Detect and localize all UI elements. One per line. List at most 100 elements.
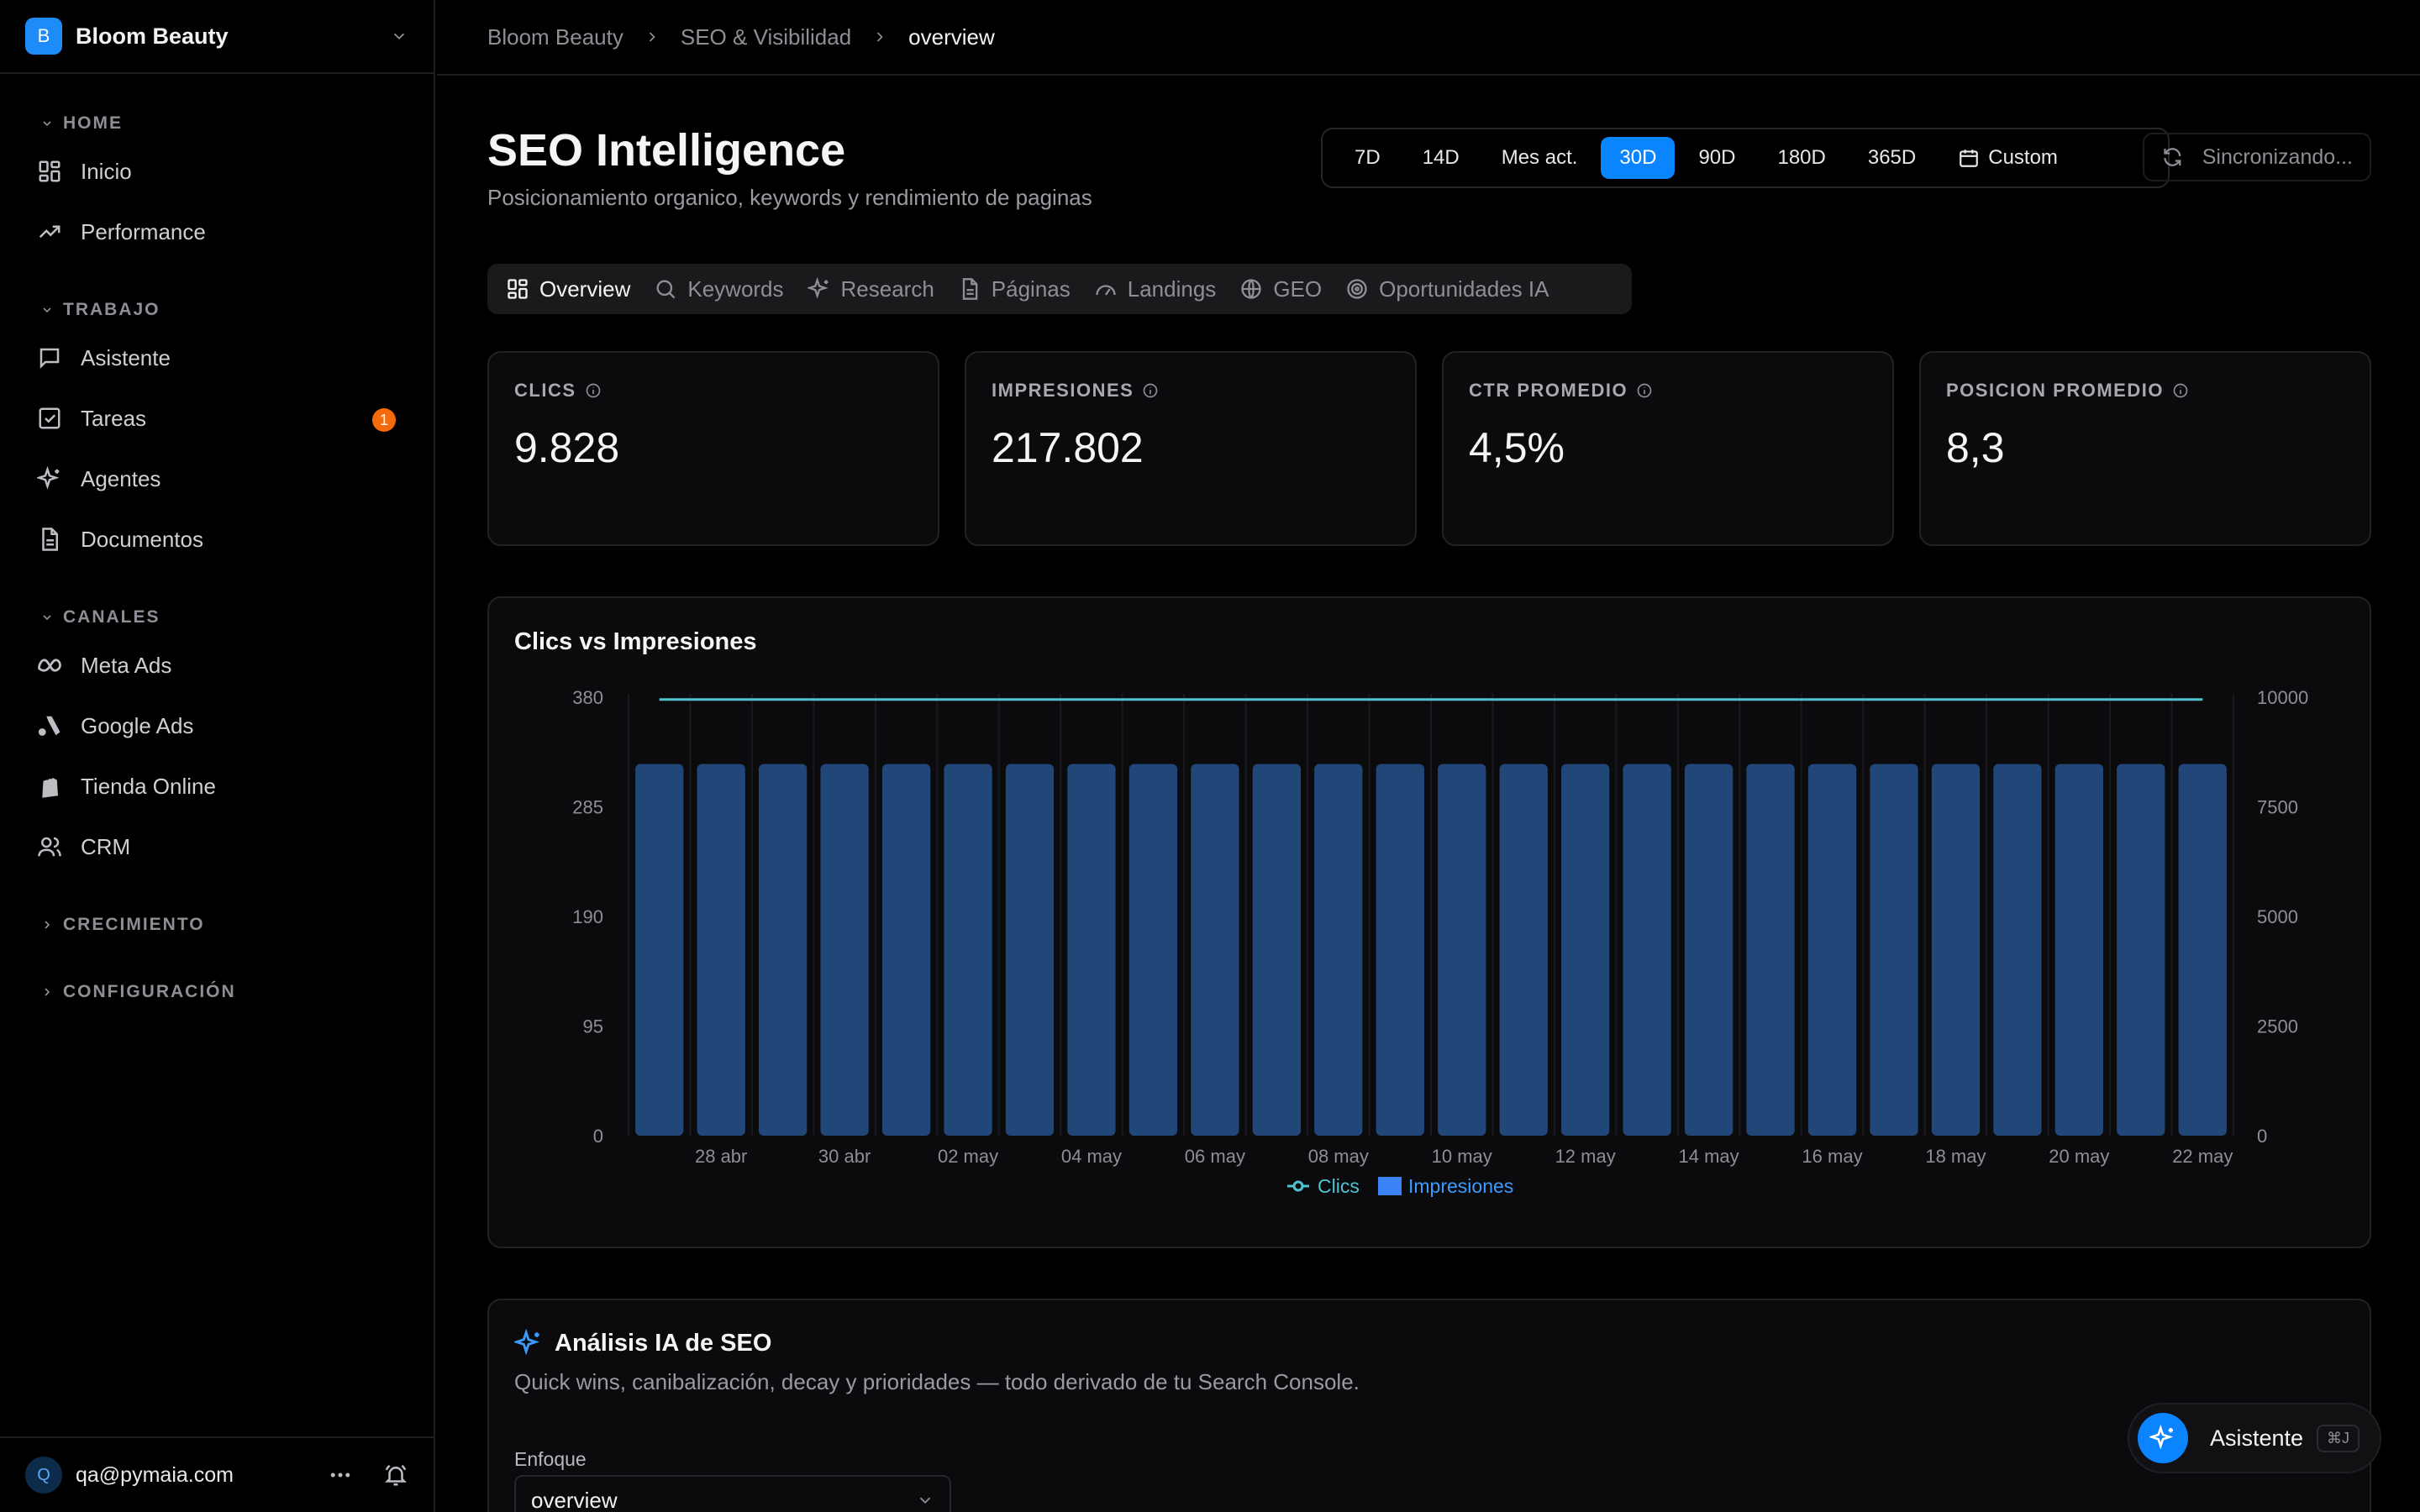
section-label: CRECIMIENTO — [63, 915, 205, 934]
clicks-impressions-chart: 0 95 190 285 380 0 2500 5000 7500 10000 28 abr 30 a… — [572, 687, 2308, 1197]
sidebar-item-label: Google Ads — [81, 712, 194, 738]
chevron-down-icon — [43, 121, 51, 127]
impresiones-bar — [697, 764, 745, 1136]
impresiones-bar — [1252, 764, 1301, 1136]
range-90d-button[interactable]: 90D — [1698, 146, 1736, 169]
legend-clics-label: Clics — [1318, 1175, 1360, 1197]
x-tick-label: 18 may — [1925, 1146, 1986, 1167]
impresiones-bar — [1931, 764, 1981, 1136]
kpi-value: 217.802 — [992, 424, 1144, 471]
range-30d-button[interactable]: 30D — [1601, 137, 1676, 179]
breadcrumb-item[interactable]: SEO & Visibilidad — [680, 24, 852, 50]
focus-select[interactable]: overview — [514, 1475, 951, 1512]
range-14d-button[interactable]: 14D — [1422, 146, 1460, 169]
sidebar-item-crm[interactable]: CRM — [0, 816, 434, 877]
tab-keywords[interactable]: Keywords — [644, 269, 793, 309]
bell-icon[interactable] — [383, 1462, 408, 1488]
workspace-logo: B — [25, 18, 62, 55]
user-email[interactable]: qa@pymaia.com — [76, 1462, 234, 1487]
refresh-icon — [2164, 148, 2181, 166]
info-icon[interactable] — [1142, 382, 1159, 399]
kpi-value: 8,3 — [1946, 424, 2005, 471]
tab-overview[interactable]: Overview — [496, 269, 640, 309]
sidebar-item-documentos[interactable]: Documentos — [0, 509, 434, 570]
range-custom-button[interactable]: Custom — [1939, 137, 2076, 179]
section-label: HOME — [63, 113, 123, 133]
y-right-tick-label: 5000 — [2257, 906, 2298, 927]
y-left-tick-label: 380 — [572, 687, 603, 708]
tab-research[interactable]: Research — [797, 269, 944, 309]
info-icon[interactable] — [1636, 382, 1653, 399]
impresiones-bar — [944, 764, 992, 1136]
ai-seo-analysis-card: Análisis IA de SEO Quick wins, canibaliz… — [487, 1299, 2371, 1512]
sidebar-item-google-ads[interactable]: Google Ads — [0, 696, 434, 756]
kpi-label: IMPRESIONES — [992, 380, 1134, 401]
sync-button[interactable]: Sincronizando... — [2143, 133, 2371, 181]
sidebar-item-tareas[interactable]: Tareas 1 — [0, 388, 434, 449]
kpi-value: 4,5% — [1469, 424, 1565, 471]
section-label: CONFIGURACIÓN — [63, 982, 236, 1001]
impresiones-bar — [820, 764, 869, 1136]
legend-impresiones-swatch — [1378, 1177, 1402, 1195]
range-7d-button[interactable]: 7D — [1355, 146, 1381, 169]
range-365d-button[interactable]: 365D — [1867, 146, 1917, 169]
impresiones-bar — [1067, 764, 1116, 1136]
tab-landings[interactable]: Landings — [1084, 269, 1227, 309]
section-canales[interactable]: CANALES — [0, 600, 434, 635]
avatar[interactable]: Q — [25, 1457, 62, 1494]
section-home[interactable]: HOME — [0, 106, 434, 141]
sidebar-item-performance[interactable]: Performance — [0, 202, 434, 262]
x-tick-label: 30 abr — [818, 1146, 871, 1167]
impresiones-bar — [881, 764, 931, 1136]
workspace-name: Bloom Beauty — [76, 23, 229, 49]
impresiones-bar — [635, 764, 684, 1136]
sidebar-item-tienda-online[interactable]: Tienda Online — [0, 756, 434, 816]
sidebar-item-meta-ads[interactable]: Meta Ads — [0, 635, 434, 696]
kpi-card-impresiones: IMPRESIONES 217.802 — [965, 351, 1417, 546]
sidebar-item-agentes[interactable]: Agentes — [0, 449, 434, 509]
tab-label: GEO — [1273, 276, 1323, 302]
search-icon — [656, 280, 676, 299]
kpi-card-clics: CLICS 9.828 — [487, 351, 939, 546]
range-month-button[interactable]: Mes act. — [1501, 146, 1578, 169]
chat-icon — [39, 348, 60, 370]
more-icon[interactable] — [328, 1462, 353, 1488]
section-crecimiento[interactable]: CRECIMIENTO — [0, 907, 434, 942]
info-icon[interactable] — [585, 382, 602, 399]
chevron-right-icon — [649, 32, 655, 42]
tab-label: Overview — [539, 276, 631, 302]
impresiones-bar — [1993, 764, 2042, 1136]
sidebar-item-asistente[interactable]: Asistente — [0, 328, 434, 388]
workspace-switcher[interactable]: B Bloom Beauty — [0, 0, 434, 74]
trend-icon — [39, 225, 60, 239]
impresiones-bar — [759, 764, 808, 1136]
kpi-row: CLICS 9.828 IMPRESIONES 217.802 CTR PROM… — [487, 351, 2371, 546]
kpi-label: CLICS — [514, 380, 576, 401]
tab-geo[interactable]: GEO — [1229, 269, 1332, 309]
range-180d-button[interactable]: 180D — [1777, 146, 1826, 169]
page-title: SEO Intelligence — [487, 125, 846, 176]
info-icon[interactable] — [2172, 382, 2189, 399]
date-range-selector: 7D 14D Mes act. 30D 90D 180D 365D Custom — [1321, 128, 2170, 188]
breadcrumb-item[interactable]: Bloom Beauty — [487, 24, 623, 50]
sidebar-item-inicio[interactable]: Inicio — [0, 141, 434, 202]
breadcrumb: Bloom Beauty SEO & Visibilidad overview — [437, 0, 2420, 76]
clicks-impressions-chart-card: Clics vs Impresiones 0 95 190 285 380 0 2500 50… — [487, 596, 2371, 1248]
sparkles-icon — [514, 1329, 539, 1356]
section-trabajo[interactable]: TRABAJO — [0, 292, 434, 328]
impresiones-bar — [2178, 764, 2227, 1136]
chevron-down-icon — [393, 33, 405, 40]
tab-oportunidades-ia[interactable]: Oportunidades IA — [1335, 269, 1559, 309]
sidebar-item-label: Meta Ads — [81, 652, 172, 678]
assistant-fab[interactable]: Asistente ⌘J — [2128, 1403, 2381, 1473]
legend-clics-marker — [1292, 1180, 1304, 1192]
chevron-right-icon — [45, 988, 50, 996]
assistant-fab-label: Asistente — [2210, 1425, 2304, 1451]
sidebar-nav: HOME Inicio Performance TRABAJO Asistent… — [0, 74, 434, 1010]
impresiones-bar — [1870, 764, 1918, 1136]
y-right-tick-label: 7500 — [2257, 797, 2298, 818]
section-configuracion[interactable]: CONFIGURACIÓN — [0, 974, 434, 1010]
x-tick-label: 08 may — [1308, 1146, 1369, 1167]
tab-paginas[interactable]: Páginas — [948, 269, 1081, 309]
chevron-down-icon — [43, 615, 51, 621]
